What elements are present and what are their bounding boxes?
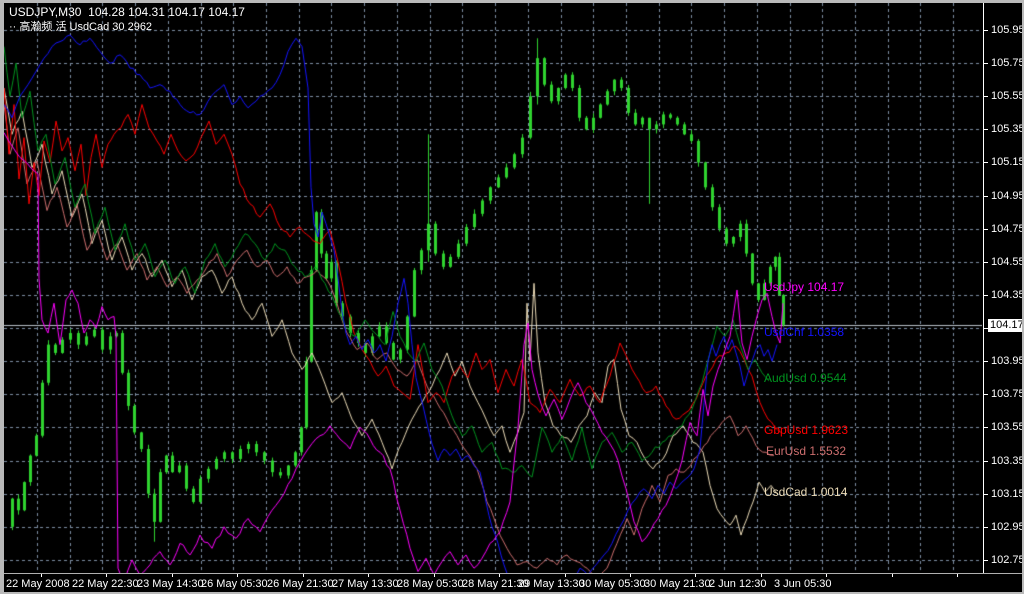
price-axis-tick (984, 262, 988, 263)
price-chart-canvas[interactable] (4, 3, 982, 573)
time-axis-tick (761, 574, 762, 577)
price-axis-tick (984, 96, 988, 97)
time-axis-label: 28 May 05:30 (397, 578, 464, 590)
price-axis-label: 103.35 (991, 455, 1024, 467)
price-axis-tick (984, 394, 988, 395)
price-axis-label: 105.75 (991, 57, 1024, 69)
time-axis-tick (957, 574, 958, 577)
time-axis-label: 30 May 21:30 (644, 578, 711, 590)
time-axis-label: 26 May 05:30 (201, 578, 268, 590)
time-axis-tick (695, 574, 696, 577)
time-axis-tick (499, 574, 500, 577)
price-axis-label: 105.55 (991, 90, 1024, 102)
time-axis-tick (41, 574, 42, 577)
time-axis-label: 29 May 13:30 (518, 578, 585, 590)
price-axis-label: 104.55 (991, 256, 1024, 268)
time-axis-label: 3 Jun 05:30 (774, 578, 832, 590)
price-axis-label: 105.15 (991, 156, 1024, 168)
time-axis-label: 23 May 14:30 (137, 578, 204, 590)
series-label-eurusd: EurUsd 1.5532 (766, 444, 847, 458)
price-axis-tick (984, 361, 988, 362)
time-axis-label: 28 May 21:30 (462, 578, 529, 590)
chart-plot-area[interactable]: USDJPY,M30 104.28 104.31 104.17 104.17 ·… (4, 3, 982, 573)
price-axis-tick (984, 295, 988, 296)
time-axis-tick (368, 574, 369, 577)
price-axis[interactable]: 104.17 105.95 105.75 105.55 105.35 105.15 104… (983, 3, 1024, 573)
price-axis-label: 102.95 (991, 521, 1024, 533)
price-axis-label: 105.95 (991, 24, 1024, 36)
price-axis-tick (984, 30, 988, 31)
price-axis-tick (984, 427, 988, 428)
price-axis-label: 103.75 (991, 388, 1024, 400)
price-axis-tick (984, 229, 988, 230)
price-axis-tick (984, 527, 988, 528)
price-axis-label: 104.75 (991, 223, 1024, 235)
price-axis-label: 104.95 (991, 190, 1024, 202)
time-axis-tick (434, 574, 435, 577)
time-axis-label: 22 May 2008 (6, 578, 70, 590)
time-axis-tick (826, 574, 827, 577)
price-axis-tick (984, 494, 988, 495)
price-axis-tick (984, 63, 988, 64)
series-label-usdjpy: UsdJpy 104.17 (764, 280, 845, 294)
price-axis-tick (984, 129, 988, 130)
time-axis-tick (237, 574, 238, 577)
time-axis-label: 26 May 21:30 (267, 578, 334, 590)
time-axis-tick (892, 574, 893, 577)
series-label-usdcad: UsdCad 1.0014 (764, 485, 848, 499)
time-axis-label: 2 Jun 12:30 (709, 578, 767, 590)
price-axis-label: 105.35 (991, 123, 1024, 135)
time-axis-tick (565, 574, 566, 577)
series-label-usdchf: UsdChf 1.0358 (764, 325, 845, 339)
chart-symbol-ohlc: USDJPY,M30 104.28 104.31 104.17 104.17 (9, 5, 245, 19)
series-label-gbpusd: GbpUsd 1.9623 (764, 423, 849, 437)
time-axis-label: 27 May 13:30 (332, 578, 399, 590)
price-axis-tick (984, 461, 988, 462)
series-label-audusd: AudUsd 0.9544 (764, 371, 847, 385)
current-price-badge: 104.17 (988, 319, 1024, 332)
time-axis-label: 22 May 22:30 (72, 578, 139, 590)
price-axis-tick (984, 560, 988, 561)
time-axis[interactable]: 22 May 2008 22 May 22:30 23 May 14:30 26 Ma… (4, 573, 1022, 592)
time-axis-tick (303, 574, 304, 577)
price-axis-tick (984, 328, 988, 329)
price-axis-label: 103.15 (991, 488, 1024, 500)
time-axis-tick (172, 574, 173, 577)
indicator-status-line: ·· 高瀚频 活 UsdCad 30 2962 (9, 21, 153, 33)
time-axis-tick (630, 574, 631, 577)
price-axis-label: 103.55 (991, 421, 1024, 433)
price-axis-label: 104.35 (991, 289, 1024, 301)
price-axis-label: 103.95 (991, 355, 1024, 367)
time-axis-tick (106, 574, 107, 577)
time-axis-label: 30 May 05:30 (579, 578, 646, 590)
price-axis-label: 102.75 (991, 554, 1024, 566)
price-axis-tick (984, 196, 988, 197)
price-axis-tick (984, 162, 988, 163)
